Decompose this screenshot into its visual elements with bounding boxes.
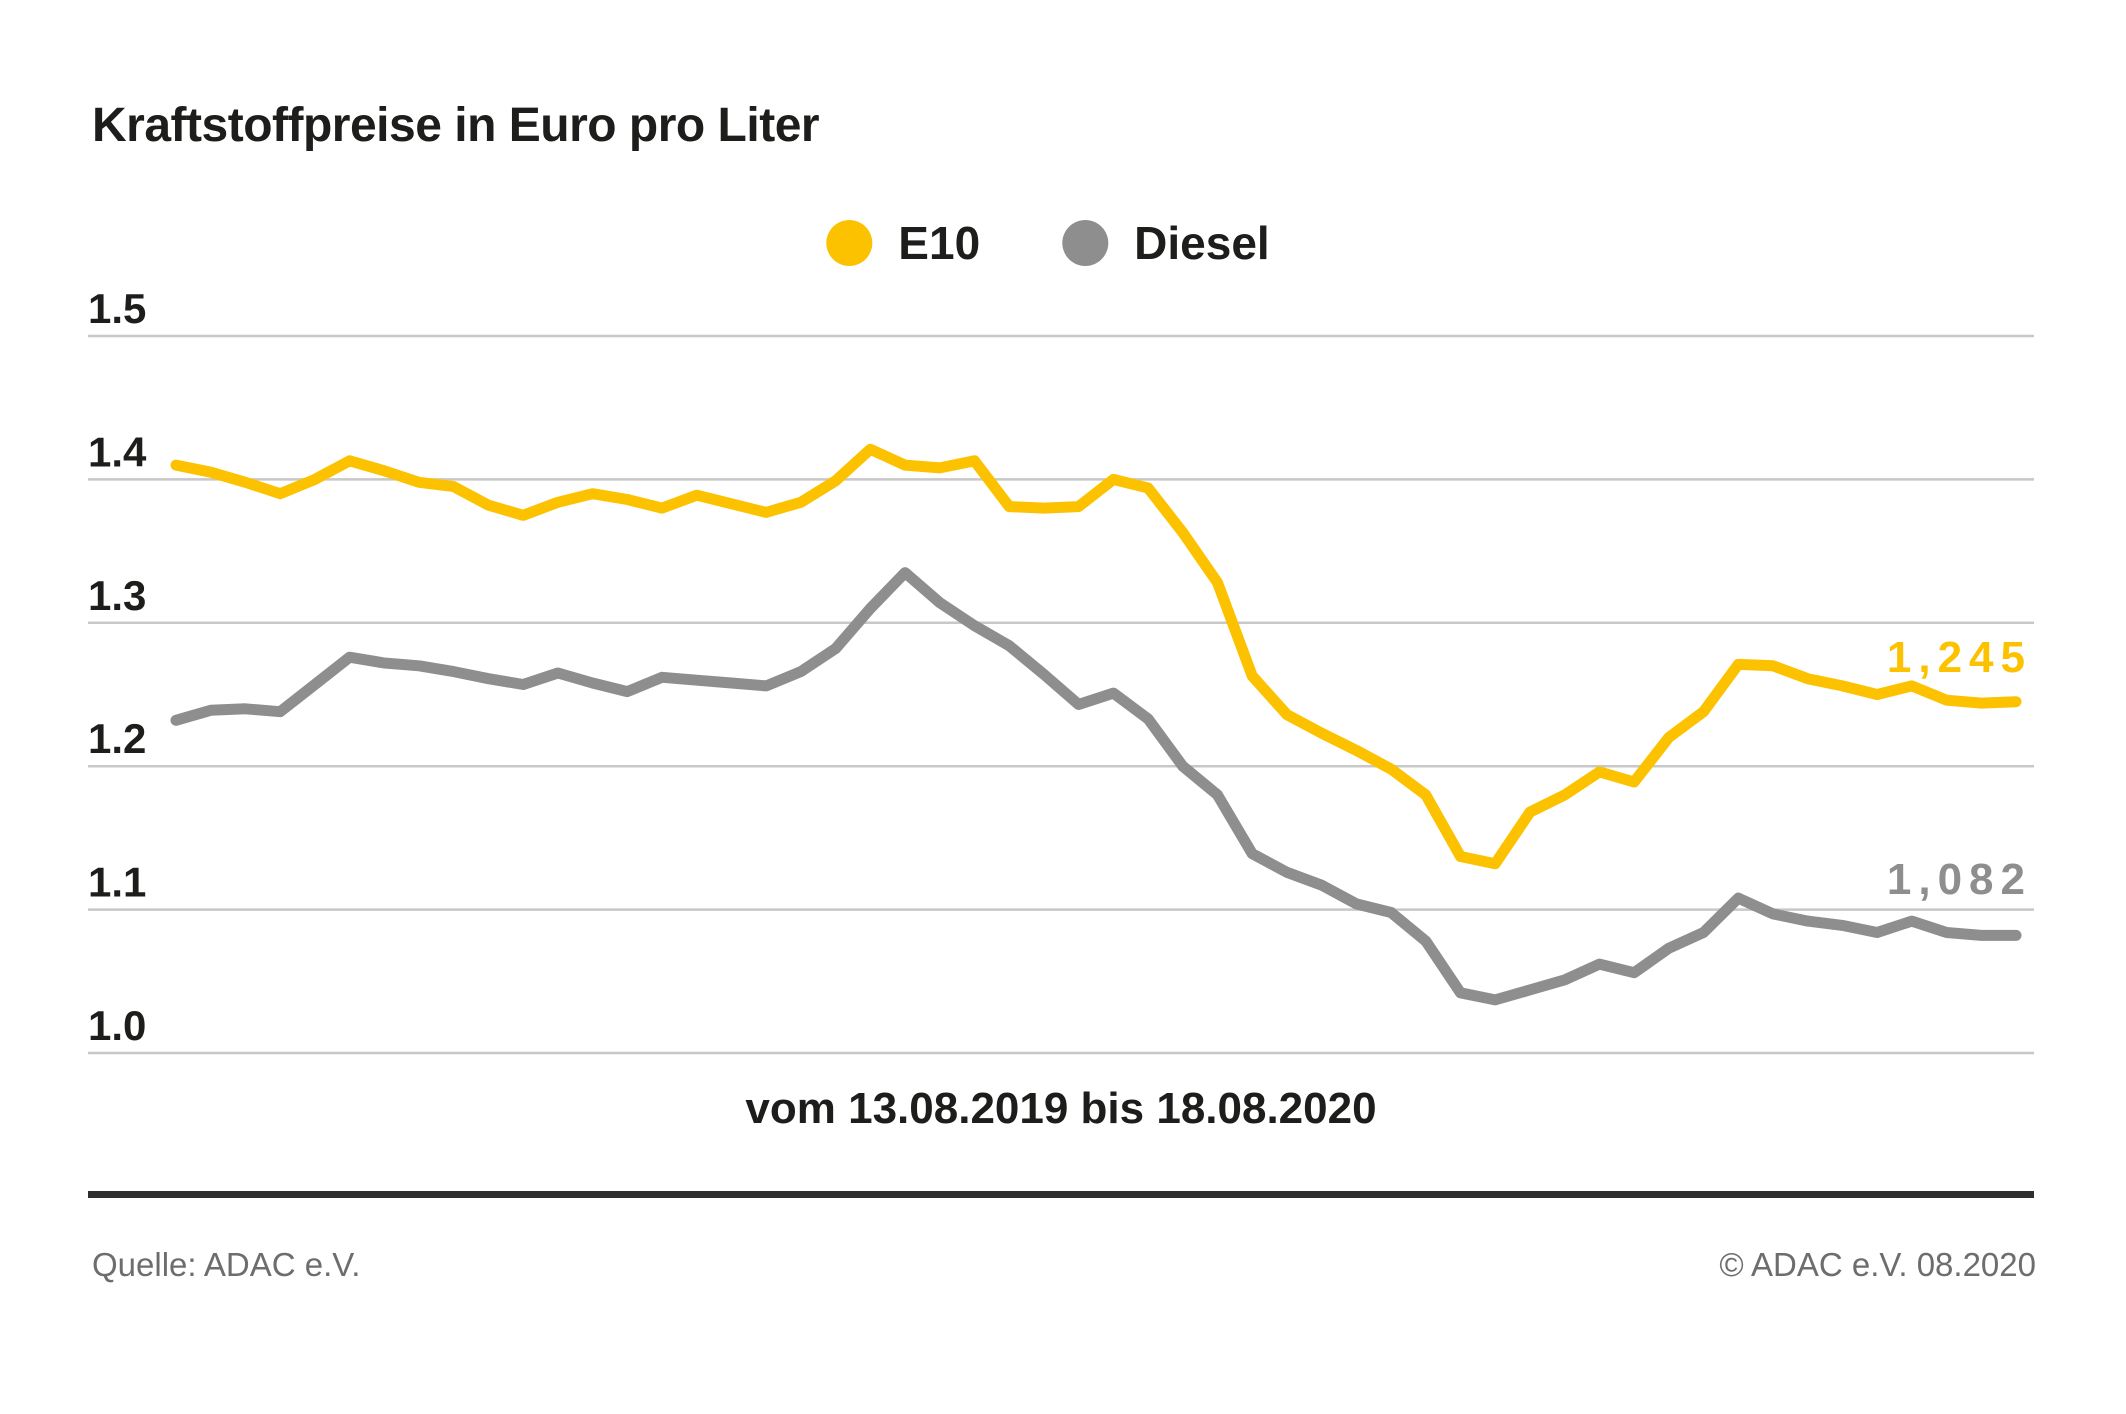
chart-title: Kraftstoffpreise in Euro pro Liter [92, 99, 820, 152]
diesel-legend-dot-icon [1062, 220, 1109, 266]
diesel-line [170, 567, 2022, 1006]
legend-item-e10: E10 [826, 220, 980, 266]
diesel-end-value-label: 1,082 [1886, 855, 2032, 904]
y-tick-label-1.4: 1.4 [88, 428, 147, 475]
y-tick-label-1.0: 1.0 [88, 1002, 146, 1049]
legend-label-diesel: Diesel [1134, 217, 1270, 269]
y-tick-label-1.1: 1.1 [88, 859, 146, 906]
y-tick-label-1.5: 1.5 [88, 285, 146, 332]
source-text: Quelle: ADAC e.V. [92, 1246, 361, 1283]
e10-end-value-label: 1,245 [1886, 633, 2032, 682]
legend: E10 Diesel [826, 220, 1270, 266]
footer-divider [88, 1191, 2034, 1198]
y-tick-label-1.2: 1.2 [88, 715, 146, 762]
copyright-text: © ADAC e.V. 08.2020 [1719, 1246, 2036, 1283]
x-axis-range-label: vom 13.08.2019 bis 18.08.2020 [745, 1084, 1377, 1133]
legend-label-e10: E10 [898, 217, 981, 269]
legend-item-diesel: Diesel [1062, 220, 1270, 266]
e10-line [170, 443, 2022, 870]
y-tick-label-1.3: 1.3 [88, 572, 146, 619]
e10-legend-dot-icon [826, 220, 873, 266]
